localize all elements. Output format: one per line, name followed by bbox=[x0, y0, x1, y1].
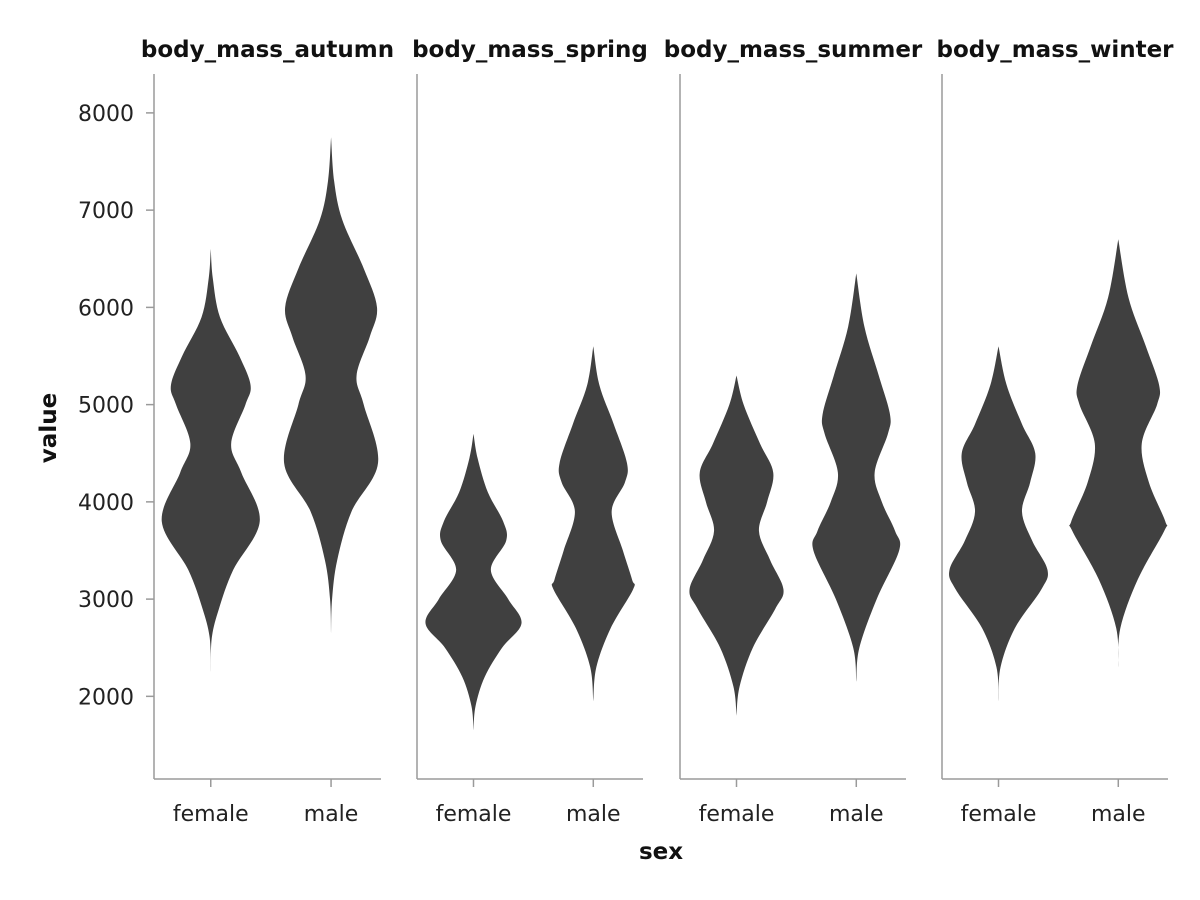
facet-panels: body_mass_autumn 2000 3000 4000 5000 6000 7000… bbox=[78, 37, 1174, 827]
x-tick-label: female bbox=[699, 802, 775, 827]
y-tick-label: 8000 bbox=[78, 102, 134, 127]
x-tick-label: male bbox=[829, 802, 884, 827]
x-tick-label: female bbox=[173, 802, 249, 827]
violin-female bbox=[161, 249, 260, 673]
y-tick-label: 7000 bbox=[78, 199, 134, 224]
violin-male bbox=[283, 137, 379, 634]
x-tick-label: male bbox=[566, 802, 621, 827]
y-axis-title-group: value bbox=[36, 393, 62, 463]
x-tick-label: male bbox=[304, 802, 359, 827]
violin-male bbox=[1069, 239, 1168, 668]
facet-title: body_mass_winter bbox=[936, 37, 1174, 63]
y-tick-label: 5000 bbox=[78, 394, 134, 419]
facet-panel-0: body_mass_autumn 2000 3000 4000 5000 6000 7000… bbox=[78, 37, 394, 827]
violin-male bbox=[812, 273, 901, 682]
y-tick-label: 6000 bbox=[78, 296, 134, 321]
y-tick-label: 3000 bbox=[78, 588, 134, 613]
x-tick-label: female bbox=[436, 802, 512, 827]
x-tick-label: female bbox=[961, 802, 1037, 827]
violin-male bbox=[551, 346, 635, 702]
x-tick-label: male bbox=[1091, 802, 1146, 827]
y-axis-title: value bbox=[36, 393, 62, 463]
facet-title: body_mass_summer bbox=[664, 37, 923, 63]
y-tick-label: 4000 bbox=[78, 491, 134, 516]
facet-title: body_mass_spring bbox=[412, 37, 648, 63]
facet-title: body_mass_autumn bbox=[141, 37, 394, 63]
x-axis-title: sex bbox=[639, 839, 683, 865]
y-tick-label: 2000 bbox=[78, 685, 134, 710]
violin-female bbox=[425, 433, 522, 731]
violin-female bbox=[949, 346, 1048, 702]
violin-female bbox=[689, 375, 784, 716]
